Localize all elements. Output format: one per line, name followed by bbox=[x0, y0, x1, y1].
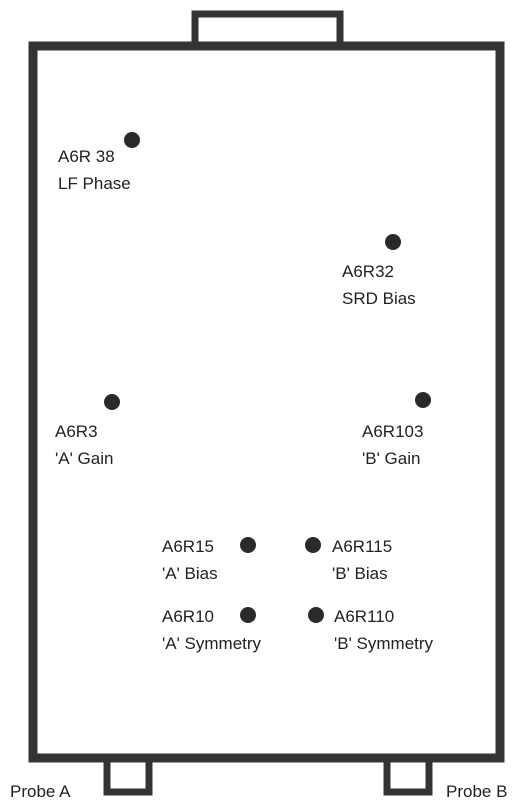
adjustment-point bbox=[415, 392, 431, 408]
component-name: A6R110 bbox=[334, 607, 394, 626]
component-function: 'B' Symmetry bbox=[334, 634, 434, 653]
component-function: 'A' Symmetry bbox=[162, 634, 262, 653]
component-function: LF Phase bbox=[58, 174, 131, 193]
component-function: SRD Bias bbox=[342, 289, 416, 308]
component-name: A6R15 bbox=[162, 537, 214, 556]
component-function: 'B' Bias bbox=[332, 564, 388, 583]
component-name: A6R103 bbox=[362, 422, 423, 441]
probe-label: Probe A bbox=[10, 782, 71, 800]
component-function: 'A' Gain bbox=[55, 449, 113, 468]
component-function: 'B' Gain bbox=[362, 449, 420, 468]
adjustment-point bbox=[104, 394, 120, 410]
component-function: 'A' Bias bbox=[162, 564, 218, 583]
component-name: A6R 38 bbox=[58, 147, 115, 166]
component-name: A6R115 bbox=[332, 537, 392, 556]
adjustment-point bbox=[385, 234, 401, 250]
component-name: A6R32 bbox=[342, 262, 394, 281]
adjustment-point bbox=[308, 607, 324, 623]
adjustment-point bbox=[240, 537, 256, 553]
adjustment-point bbox=[240, 607, 256, 623]
component-name: A6R10 bbox=[162, 607, 214, 626]
adjustment-point bbox=[124, 132, 140, 148]
probe-label: Probe B bbox=[446, 782, 507, 800]
component-name: A6R3 bbox=[55, 422, 98, 441]
adjustment-point bbox=[305, 537, 321, 553]
